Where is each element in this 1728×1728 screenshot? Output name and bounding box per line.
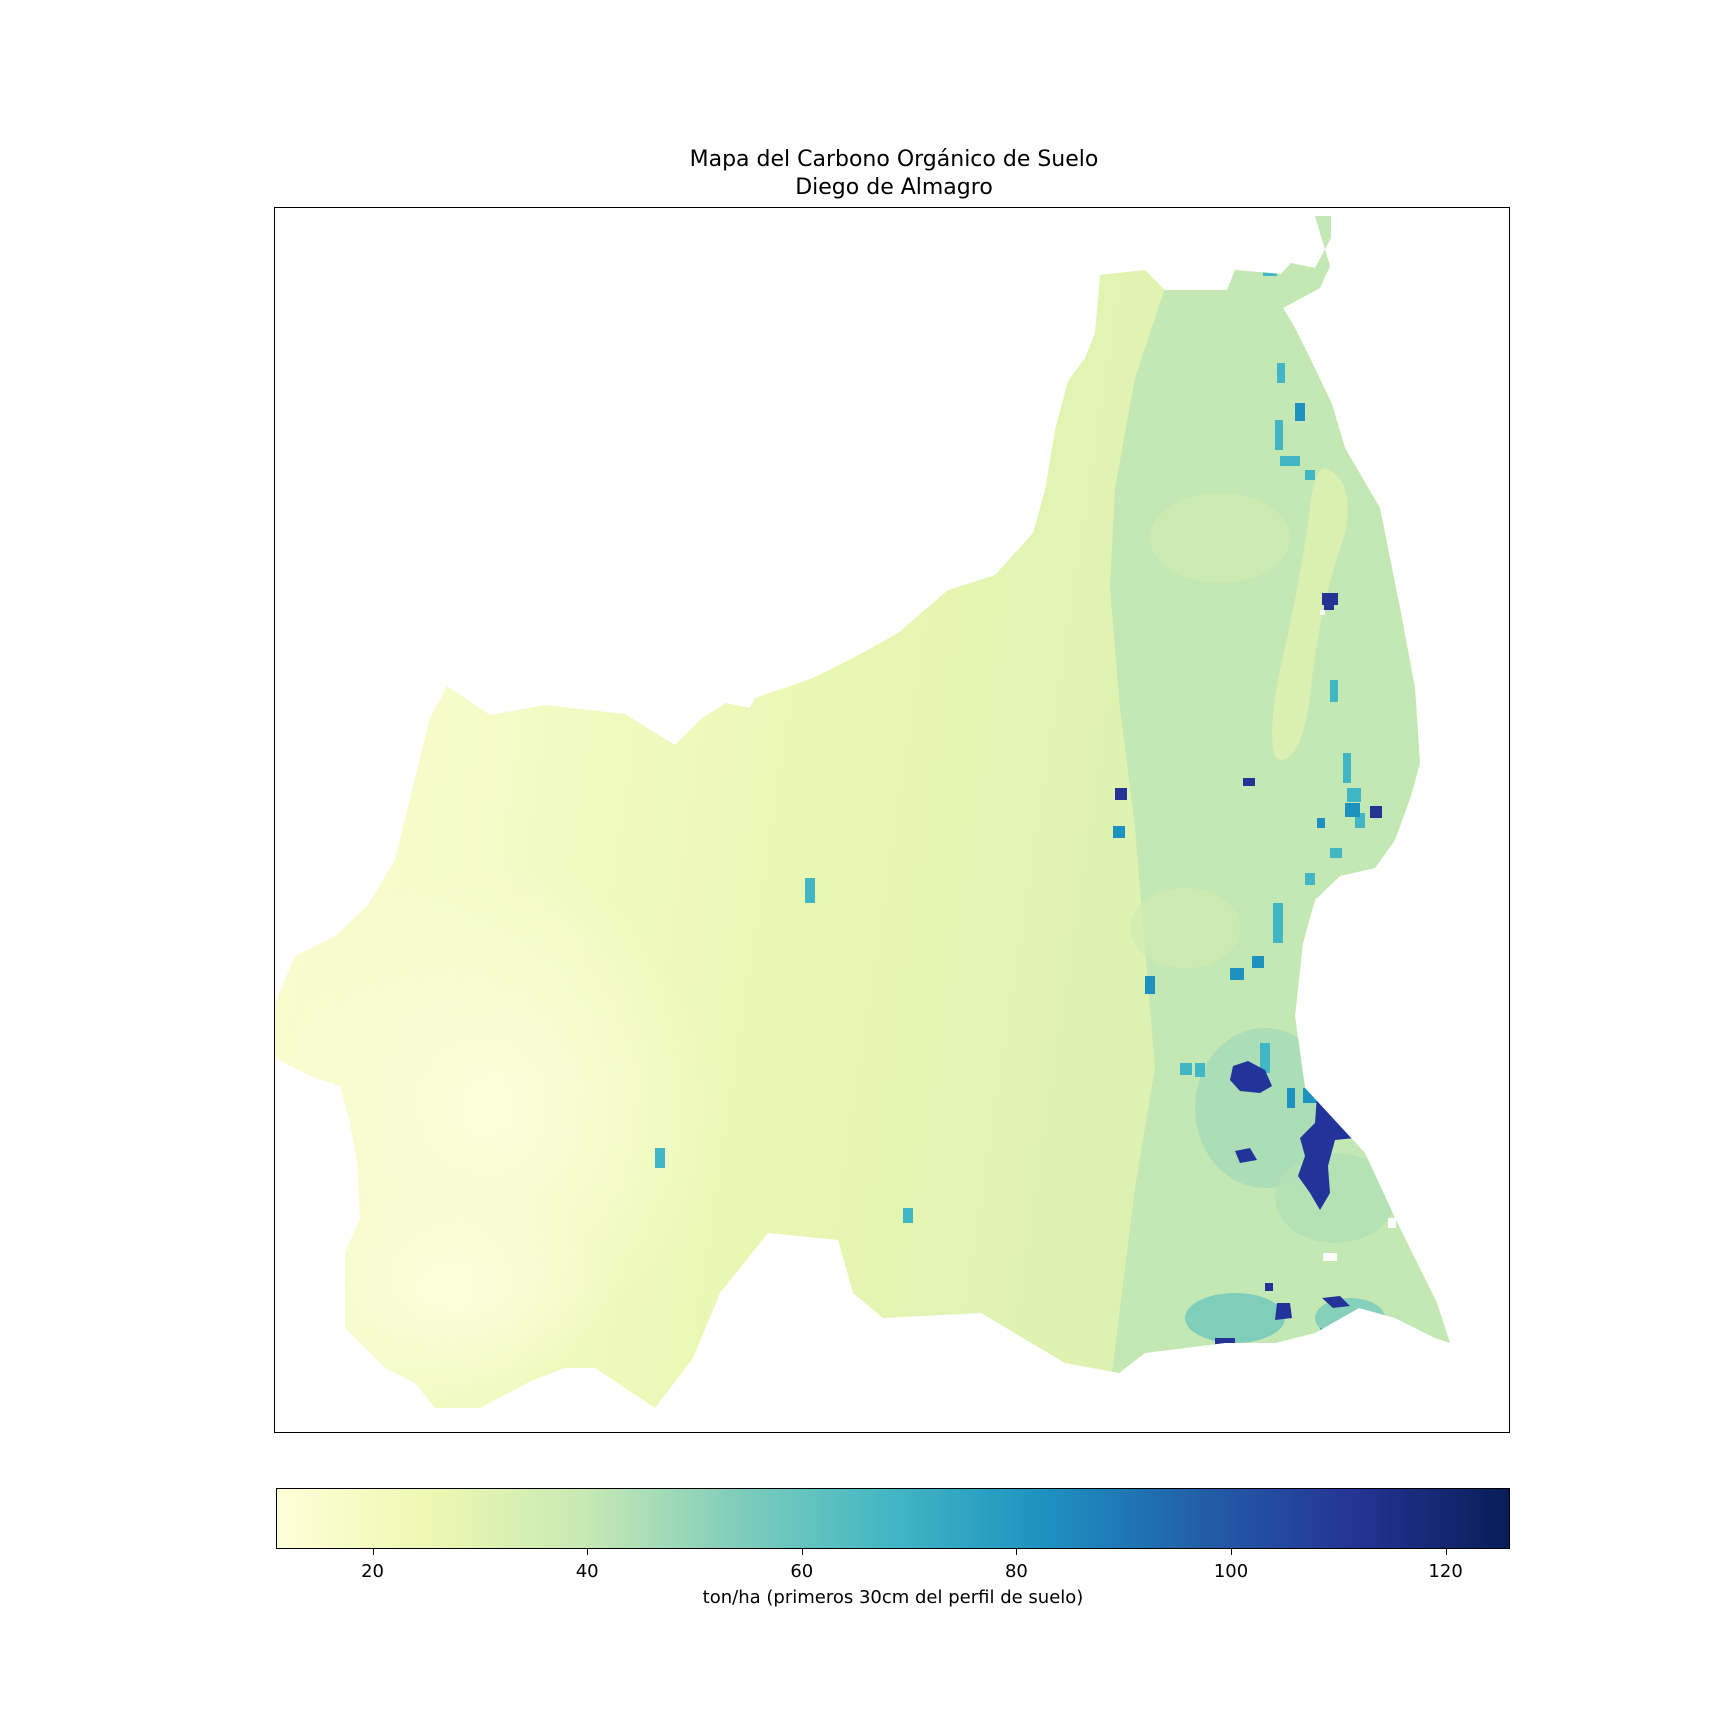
colorbar-tick [372, 1549, 374, 1555]
colorbar-tick-label: 100 [1213, 1561, 1249, 1582]
colorbar-label: ton/ha (primeros 30cm del perfil de suel… [702, 1587, 1084, 1608]
colorbar-tick-label: 120 [1428, 1561, 1463, 1582]
colorbar-tick-label: 60 [790, 1561, 814, 1582]
map-subtitle: Diego de Almagro [795, 175, 993, 200]
map-plot-area [274, 207, 1510, 1433]
colorbar-tick [1231, 1549, 1232, 1555]
colorbar-tick-label: 20 [361, 1561, 385, 1582]
map-title: Mapa del Carbono Orgánico de Suelo [689, 147, 1099, 172]
colorbar-tick-label: 40 [575, 1561, 599, 1582]
colorbar [276, 1488, 1510, 1549]
colorbar-axis: 20 40 60 80 100 120 [276, 1549, 1510, 1589]
colorbar-tick [801, 1549, 803, 1555]
colorbar-tick [1445, 1549, 1447, 1555]
colorbar-tick [587, 1549, 589, 1555]
colorbar-tick-label: 80 [1004, 1561, 1028, 1582]
soil-carbon-raster [275, 216, 1450, 1408]
colorbar-tick [1016, 1549, 1018, 1555]
